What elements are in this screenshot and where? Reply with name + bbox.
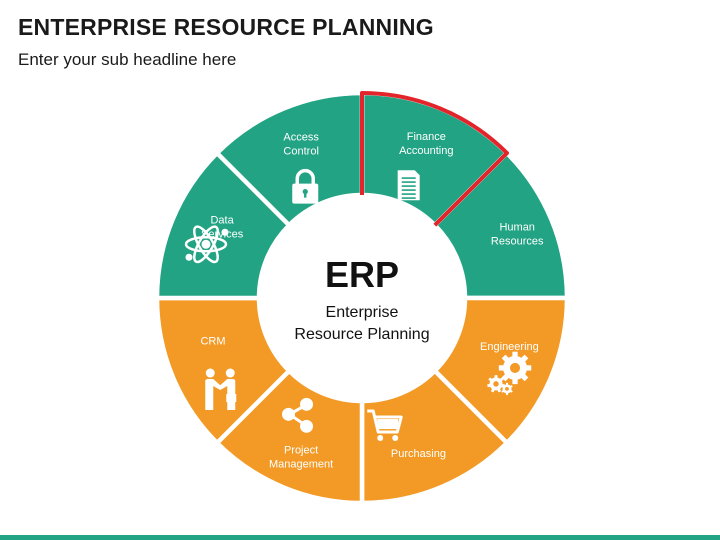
center-subtitle-line2: Resource Planning [294, 326, 429, 343]
center-circle [259, 195, 465, 401]
segment-label: Resources [491, 236, 544, 248]
bottom-accent-bar [0, 535, 720, 540]
highlight-outline [360, 91, 509, 227]
page-subtitle: Enter your sub headline here [18, 50, 237, 69]
page-title: ENTERPRISE RESOURCE PLANNING [18, 14, 434, 40]
segment-label: Accounting [399, 145, 453, 157]
center-title: ERP [325, 254, 399, 295]
shopping-cart-icon [367, 409, 403, 442]
segment-label: Management [269, 459, 333, 471]
segment-label: Control [283, 146, 318, 158]
center-subtitle-line1: Enterprise [326, 304, 399, 321]
handshake-icon [205, 368, 237, 411]
segment-label: Access [283, 132, 319, 144]
share-nodes-icon [282, 397, 314, 433]
segment-label: Engineering [480, 341, 539, 353]
segment-access-control[interactable]: Access Control [213, 90, 365, 229]
gears-icon [487, 351, 532, 395]
segment-label: CRM [200, 336, 225, 348]
segment-label: Purchasing [391, 448, 446, 460]
segment-label: Data [210, 215, 234, 227]
segment-label: Human [499, 222, 534, 234]
atom-icon [184, 225, 229, 264]
segment-label: Finance [407, 131, 446, 143]
padlock-icon [292, 168, 319, 204]
segment-label: Project [284, 445, 318, 457]
document-icon [397, 170, 420, 201]
segment-project-management[interactable]: Project Management [213, 367, 365, 506]
